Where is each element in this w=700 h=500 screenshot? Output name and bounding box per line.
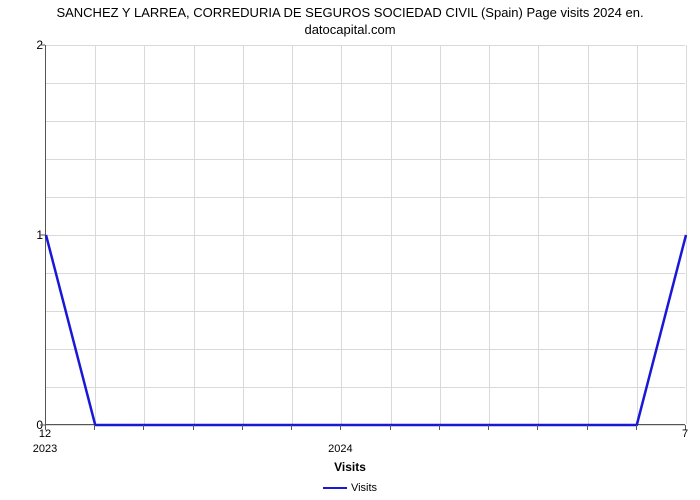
x-tick-mark [390,425,391,430]
legend-swatch [323,487,347,489]
y-tick-mark [40,235,45,236]
x-month-label: 12 [39,428,51,440]
title-line1: SANCHEZ Y LARREA, CORREDURIA DE SEGUROS … [56,5,643,20]
x-axis-label: Visits [0,460,700,474]
x-tick-mark [143,425,144,430]
x-tick-mark [291,425,292,430]
x-year-label: 2024 [328,443,352,455]
y-tick-mark [40,45,45,46]
x-year-label: 2023 [33,443,57,455]
x-tick-mark [636,425,637,430]
x-tick-mark [340,425,341,430]
line-chart-svg [46,45,685,424]
plot-area [45,45,685,425]
legend-label: Visits [351,482,377,494]
x-tick-mark [94,425,95,430]
series-line [46,235,686,425]
title-line2: datocapital.com [304,22,395,37]
x-tick-mark [439,425,440,430]
x-tick-mark [193,425,194,430]
x-tick-mark [488,425,489,430]
grid-line-v [686,45,687,424]
x-tick-mark [537,425,538,430]
chart-container: SANCHEZ Y LARREA, CORREDURIA DE SEGUROS … [0,0,700,500]
x-tick-mark [587,425,588,430]
x-tick-mark [242,425,243,430]
chart-title: SANCHEZ Y LARREA, CORREDURIA DE SEGUROS … [0,5,700,39]
legend: Visits [0,482,700,494]
x-month-label: 7 [682,428,688,440]
